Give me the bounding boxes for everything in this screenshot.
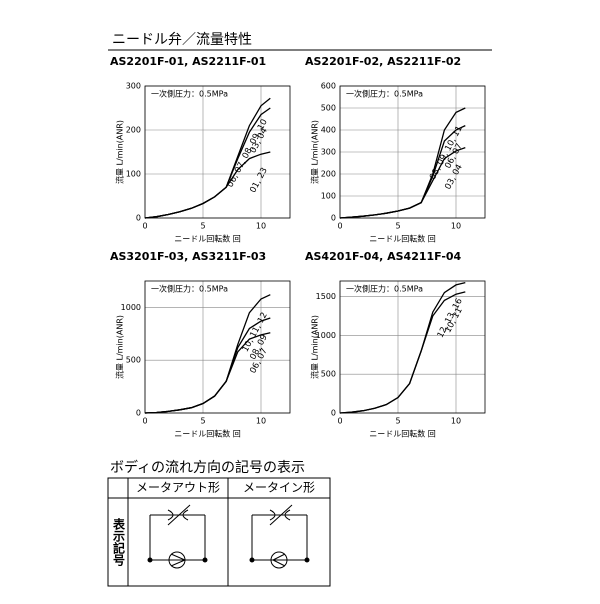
x-tick-label: 0 — [337, 222, 342, 231]
annotation: 一次側圧力：0.5MPa — [346, 89, 423, 99]
x-tick-label: 10 — [256, 222, 266, 231]
annotation: 一次側圧力：0.5MPa — [151, 284, 228, 294]
y-tick-label: 1000 — [316, 331, 336, 340]
y-tick-label: 300 — [321, 148, 336, 157]
flow-curve — [339, 146, 466, 219]
y-tick-label: 100 — [126, 170, 141, 179]
x-axis-label: ニードル回転数 回 — [369, 429, 436, 439]
plot-frame — [339, 280, 486, 414]
x-tick-label: 10 — [451, 417, 461, 426]
x-tick-label: 5 — [395, 222, 400, 231]
x-axis-label: ニードル回転数 回 — [174, 429, 241, 439]
y-tick-label: 300 — [126, 82, 141, 91]
y-tick-label: 600 — [321, 82, 336, 91]
x-tick-label: 0 — [142, 222, 147, 231]
x-axis-label: ニードル回転数 回 — [369, 234, 436, 244]
y-tick-label: 0 — [136, 214, 141, 223]
y-tick-label: 100 — [321, 192, 336, 201]
chart-title: AS2201F-01, AS2211F-01 — [110, 55, 266, 68]
y-tick-label: 0 — [331, 409, 336, 418]
x-tick-label: 5 — [200, 417, 205, 426]
plot-frame — [144, 280, 291, 414]
plot-frame — [144, 85, 291, 219]
chart-title: AS4201F-04, AS4211F-04 — [305, 250, 462, 263]
symbol-meter-out — [147, 504, 208, 569]
x-tick-label: 10 — [256, 417, 266, 426]
column-header: メータアウト形 — [136, 481, 220, 495]
section-title: ボディの流れ方向の記号の表示 — [110, 459, 305, 476]
y-tick-label: 500 — [321, 104, 336, 113]
x-tick-label: 5 — [200, 222, 205, 231]
annotation: 一次側圧力：0.5MPa — [151, 89, 228, 99]
x-axis-label: ニードル回転数 回 — [174, 234, 241, 244]
flow-curve — [144, 332, 271, 414]
x-tick-label: 10 — [451, 222, 461, 231]
y-tick-label: 1500 — [316, 292, 336, 301]
chart-title: AS2201F-02, AS2211F-02 — [305, 55, 461, 68]
y-tick-label: 500 — [321, 370, 336, 379]
flow-curve — [339, 125, 466, 219]
x-tick-label: 5 — [395, 417, 400, 426]
curve-label: 01, 23 — [248, 166, 270, 195]
chart-title: AS3201F-03, AS3211F-03 — [110, 250, 266, 263]
y-tick-label: 400 — [321, 126, 336, 135]
y-axis-label: 流量 L/min(ANR) — [115, 120, 125, 184]
y-axis-label: 流量 L/min(ANR) — [310, 315, 320, 379]
y-tick-label: 1000 — [121, 303, 141, 312]
y-tick-label: 200 — [126, 126, 141, 135]
flow-curve — [144, 151, 271, 219]
plot-frame — [339, 85, 486, 219]
flow-curve — [339, 291, 466, 414]
symbol-meter-in — [249, 504, 310, 569]
row-header: 表示記号 — [112, 517, 126, 567]
column-header: メータイン形 — [243, 481, 315, 495]
symbol-table — [107, 477, 331, 587]
annotation: 一次側圧力：0.5MPa — [346, 284, 423, 294]
y-tick-label: 500 — [126, 356, 141, 365]
x-tick-label: 0 — [142, 417, 147, 426]
y-axis-label: 流量 L/min(ANR) — [115, 315, 125, 379]
flow-curve — [339, 281, 466, 414]
x-tick-label: 0 — [337, 417, 342, 426]
y-axis-label: 流量 L/min(ANR) — [310, 120, 320, 184]
y-tick-label: 0 — [136, 409, 141, 418]
y-tick-label: 0 — [331, 214, 336, 223]
y-tick-label: 200 — [321, 170, 336, 179]
header-title: ニードル弁／流量特性 — [112, 32, 252, 48]
